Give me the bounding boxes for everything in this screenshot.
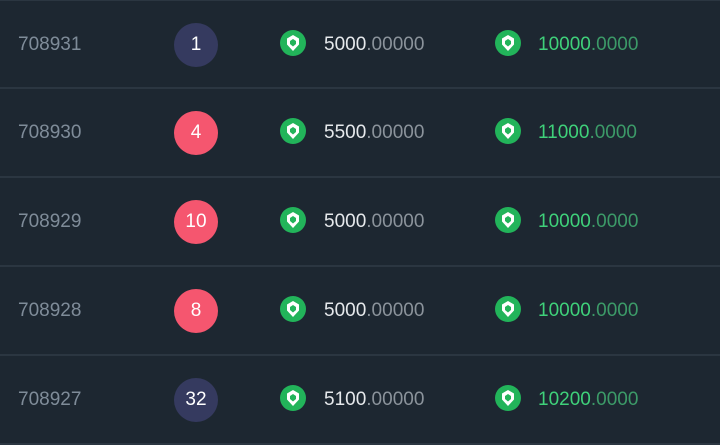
multiplier-badge: 1 <box>174 23 218 67</box>
coin-icon <box>495 118 521 144</box>
coin-icon <box>280 207 306 233</box>
multiplier-badge: 4 <box>174 111 218 155</box>
coin-icon <box>495 30 521 56</box>
payout-amount: 10000.0000 <box>538 34 639 55</box>
bet-amount: 5000.00000 <box>324 211 425 232</box>
bet-id[interactable]: 708931 <box>18 34 82 55</box>
payout-amount: 10200.0000 <box>538 389 639 410</box>
bet-id[interactable]: 708927 <box>18 389 82 410</box>
payout-amount: 11000.0000 <box>538 122 637 143</box>
coin-icon <box>280 296 306 322</box>
table-row[interactable]: 708929 10 5000.00000 10000.0000 <box>0 178 720 267</box>
bet-id[interactable]: 708929 <box>18 211 82 232</box>
bet-amount: 5100.00000 <box>324 389 425 410</box>
table-row[interactable]: 708930 4 5500.00000 11000.0000 <box>0 89 720 178</box>
coin-icon <box>280 118 306 144</box>
payout-amount: 10000.0000 <box>538 300 639 321</box>
multiplier-badge: 10 <box>174 200 218 244</box>
bet-id[interactable]: 708928 <box>18 300 82 321</box>
payout-amount: 10000.0000 <box>538 211 639 232</box>
coin-icon <box>495 385 521 411</box>
coin-icon <box>280 30 306 56</box>
table-row[interactable]: 708927 32 5100.00000 10200.0000 <box>0 356 720 445</box>
coin-icon <box>495 207 521 233</box>
coin-icon <box>280 385 306 411</box>
coin-icon <box>495 296 521 322</box>
bet-id[interactable]: 708930 <box>18 122 82 143</box>
bet-amount: 5000.00000 <box>324 300 425 321</box>
table-row[interactable]: 708928 8 5000.00000 10000.0000 <box>0 267 720 356</box>
bet-amount: 5000.00000 <box>324 34 425 55</box>
bet-amount: 5500.00000 <box>324 122 425 143</box>
table-row[interactable]: 708931 1 5000.00000 10000.0000 <box>0 0 720 89</box>
multiplier-badge: 32 <box>174 378 218 422</box>
multiplier-badge: 8 <box>174 289 218 333</box>
